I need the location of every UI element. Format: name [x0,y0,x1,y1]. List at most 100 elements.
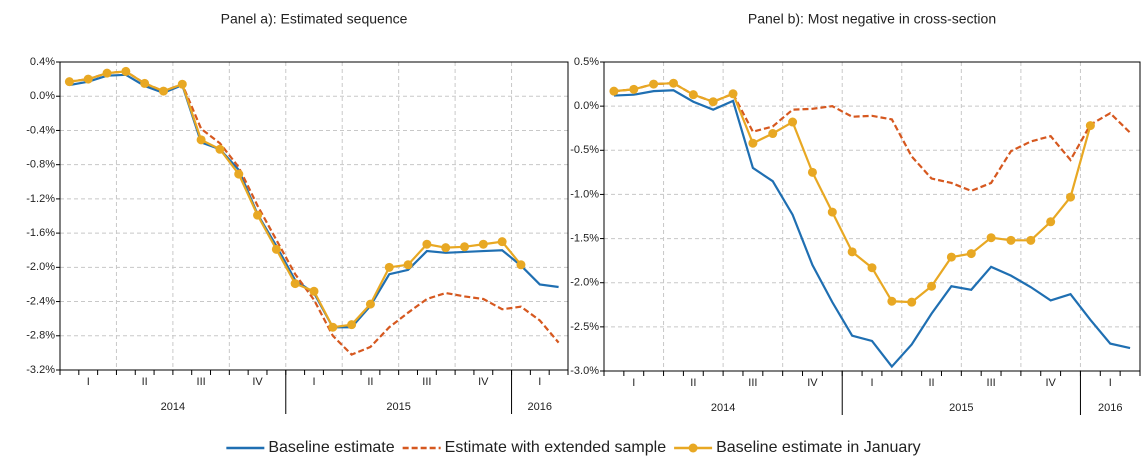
point [827,207,837,217]
x-tick-label: I [632,377,635,389]
point [478,239,488,249]
point [290,279,300,289]
point [788,117,798,127]
x-tick-label: I [1109,377,1112,389]
point [140,78,150,88]
point [986,233,996,243]
point [234,169,244,179]
point [668,78,678,88]
point [966,249,976,259]
point [83,74,93,84]
y-tick-label: -0.5% [570,144,599,156]
x-tick-label: I [87,376,90,388]
x-tick-label: I [870,377,873,389]
series-line [69,70,560,356]
point [1026,235,1036,245]
point [609,86,619,96]
point [927,281,937,291]
y-tick-label: 0.0% [574,100,599,112]
point [867,263,877,273]
year-label: 2014 [161,401,185,413]
y-tick-label: -2.0% [26,261,55,273]
point [460,242,470,252]
year-label: 2016 [1098,402,1122,414]
point [907,297,917,307]
point [946,252,956,262]
x-tick-label: IV [1045,377,1056,389]
panel-title: Panel a): Estimated sequence [221,11,408,27]
point [196,135,206,145]
point [1046,217,1056,227]
y-tick-label: -0.4% [26,124,55,136]
y-tick-label: 0.5% [574,56,599,68]
point [807,167,817,177]
x-tick-label: III [422,376,431,388]
y-tick-label: 0.4% [30,56,55,68]
point [384,262,394,272]
year-label: 2015 [949,402,973,414]
point [309,286,319,296]
point [64,77,74,87]
point [215,144,225,154]
x-tick-label: II [367,376,373,388]
x-tick-label: IV [807,377,818,389]
x-tick-label: III [748,377,757,389]
year-label: 2015 [386,401,410,413]
legend-marker [688,443,698,453]
x-tick-label: IV [252,376,263,388]
point [748,138,758,148]
legend-label: Baseline estimate in January [716,439,921,456]
point [708,97,718,107]
y-tick-label: -1.0% [570,188,599,200]
point [271,244,281,254]
y-tick-label: -1.5% [570,232,599,244]
point [516,260,526,270]
y-tick-label: -3.2% [26,364,55,376]
y-tick-label: -3.0% [570,365,599,377]
point [422,239,432,249]
x-tick-label: IV [478,376,489,388]
point [768,129,778,139]
x-tick-label: I [538,376,541,388]
point [177,79,187,89]
year-label: 2014 [711,402,735,414]
point [887,296,897,306]
point [441,243,451,253]
point [403,260,413,270]
x-tick-label: III [987,377,996,389]
point [158,86,168,96]
y-tick-label: -2.4% [26,295,55,307]
y-tick-label: -2.0% [570,277,599,289]
y-tick-label: -1.6% [26,227,55,239]
plot-frame [59,61,569,371]
y-tick-label: -1.2% [26,193,55,205]
x-tick-label: I [312,376,315,388]
year-label: 2016 [528,401,552,413]
series-line [613,89,1131,369]
point [347,320,357,330]
x-tick-label: III [197,376,206,388]
x-tick-label: II [142,376,148,388]
series-line [613,82,1092,304]
point [629,84,639,94]
y-tick-label: -0.8% [26,159,55,171]
plot-frame [603,61,1141,372]
point [688,90,698,100]
point [847,247,857,257]
point [253,210,263,220]
point [728,89,738,99]
point [1006,235,1016,245]
point [102,68,112,78]
x-tick-label: II [690,377,696,389]
point [497,237,507,247]
point [365,299,375,309]
y-tick-label: 0.0% [30,90,55,102]
point [649,79,659,89]
point [328,322,338,332]
point [121,66,131,76]
y-tick-label: -2.5% [570,321,599,333]
point [1085,121,1095,131]
y-tick-label: -2.8% [26,330,55,342]
panel-title: Panel b): Most negative in cross-section [748,11,996,27]
x-tick-label: II [928,377,934,389]
